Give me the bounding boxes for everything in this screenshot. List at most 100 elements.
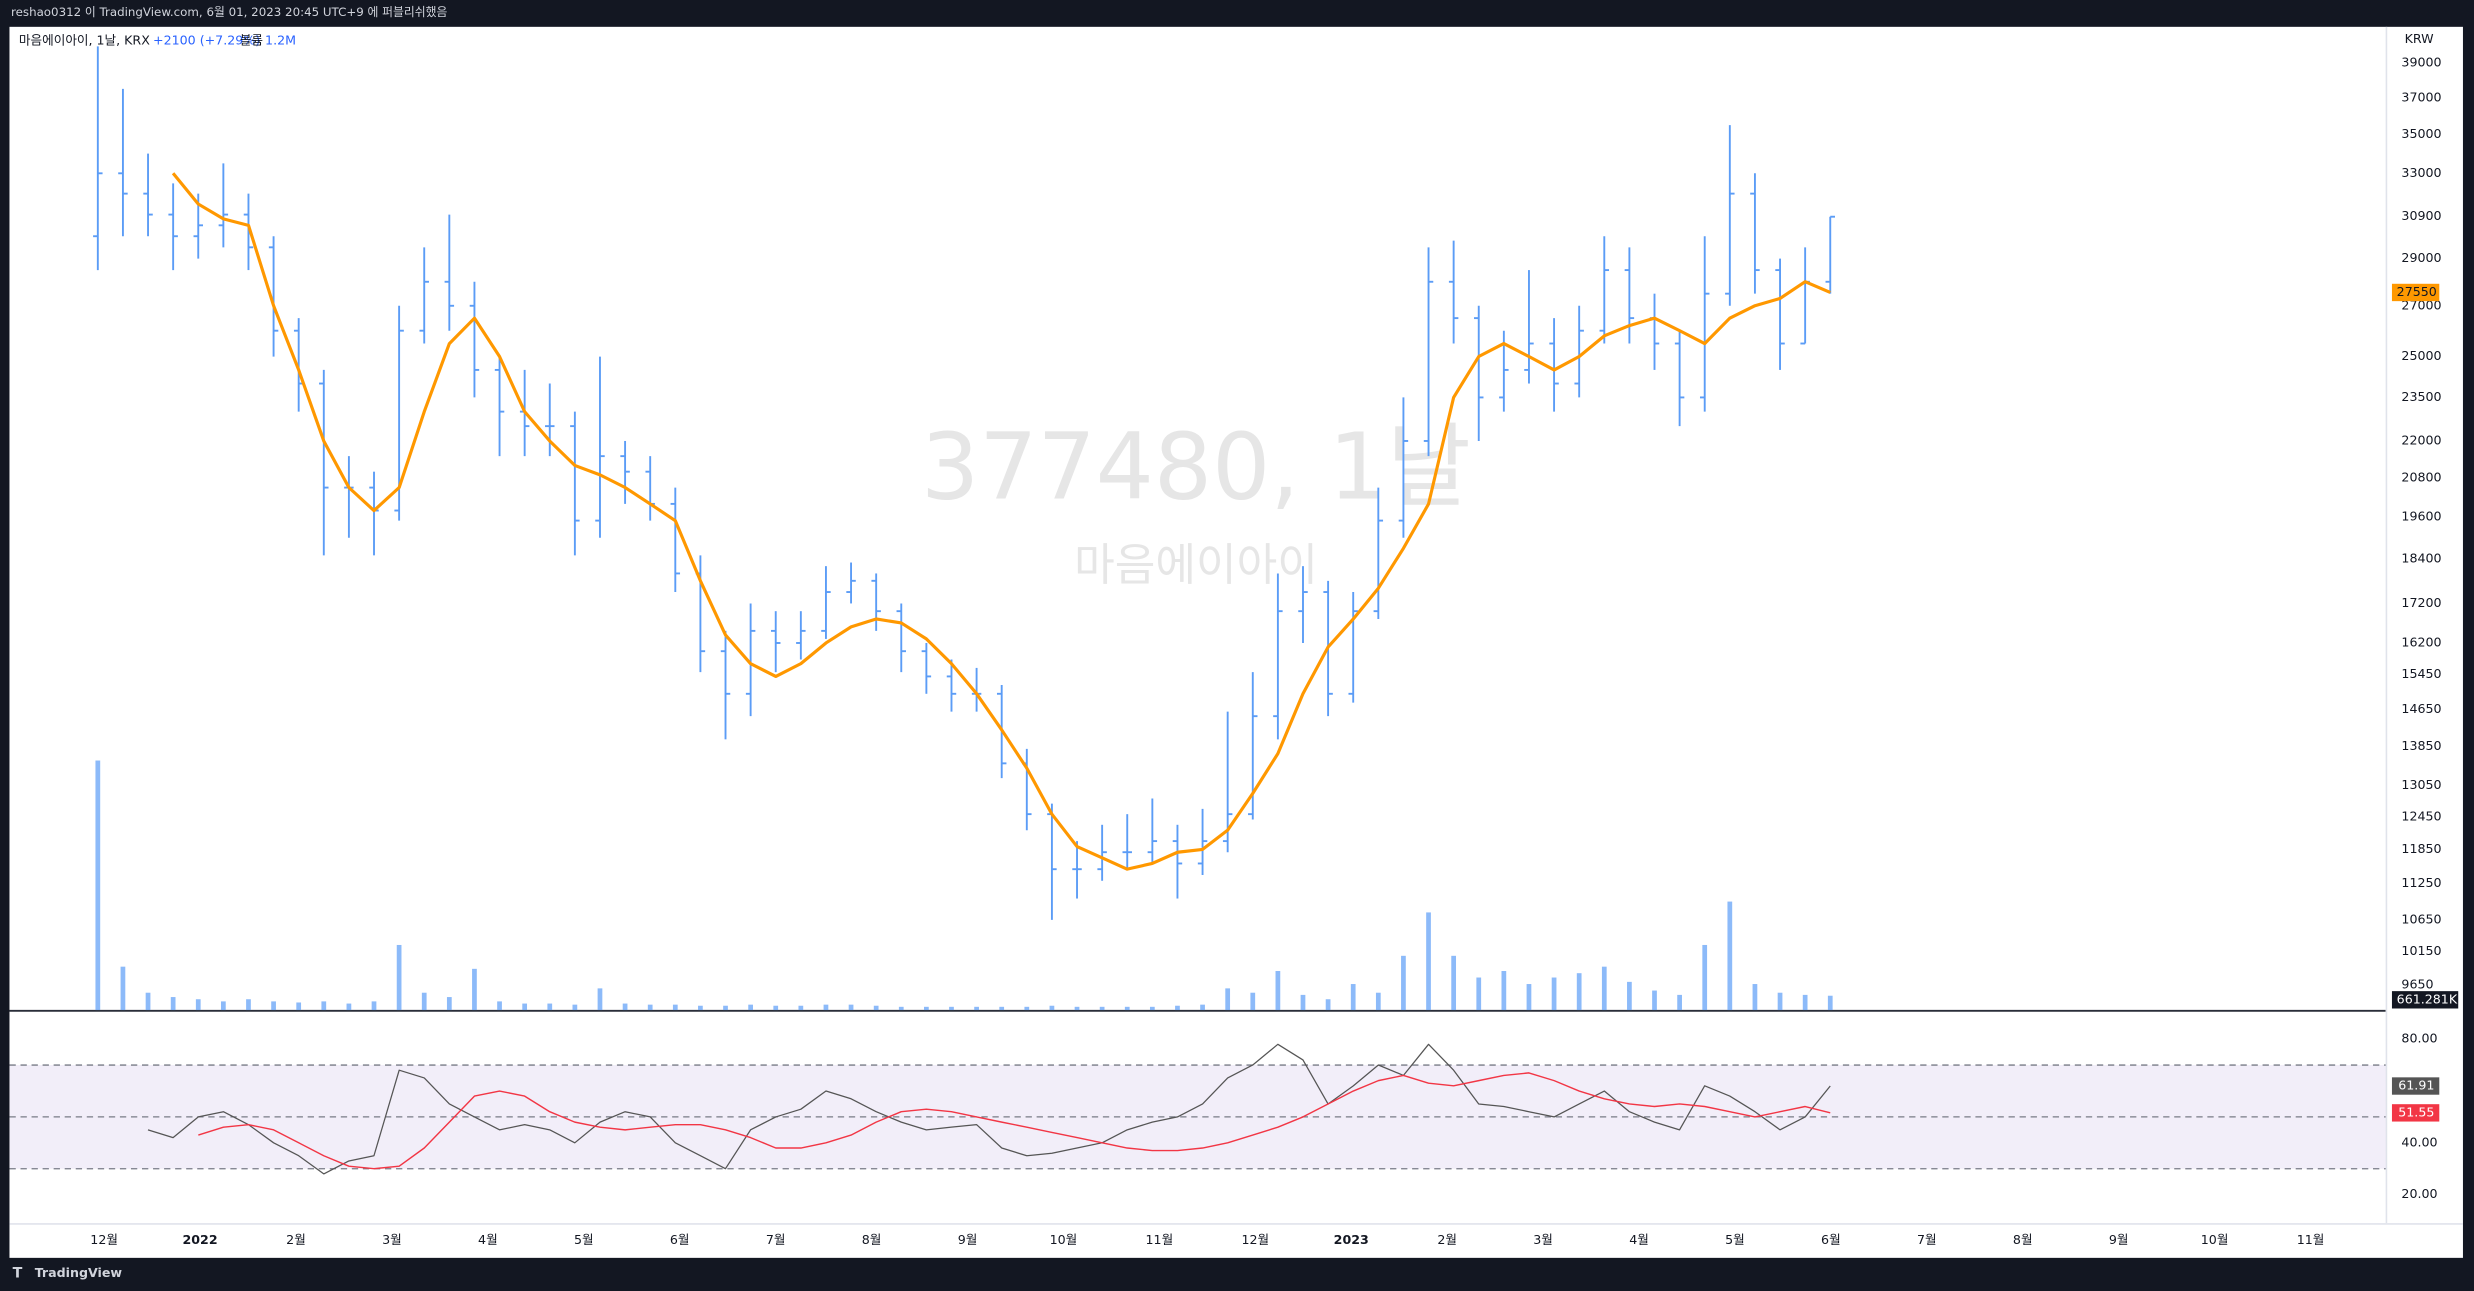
volume-bar (547, 1003, 553, 1011)
volume-bar (773, 1005, 779, 1011)
volume-bar (346, 1003, 352, 1011)
volume-bar (1601, 966, 1607, 1011)
x-tick-label: 9월 (2109, 1232, 2129, 1247)
moving-average (171, 172, 1831, 871)
volume-bar (446, 997, 452, 1011)
volume-bar (647, 1004, 653, 1011)
volume-bar (195, 999, 201, 1011)
volume-bar (145, 992, 151, 1011)
volume-bar (1200, 1004, 1205, 1011)
x-tick-label: 6월 (1821, 1232, 1841, 1247)
volume-bar (497, 1001, 502, 1011)
volume-bar (1702, 944, 1708, 1011)
volume-label: 661.281K (2397, 991, 2458, 1006)
volume-bar (1401, 955, 1406, 1011)
volume-bar (1476, 977, 1482, 1011)
rsi-value-box (2391, 1077, 2440, 1095)
volume-bar (597, 988, 603, 1011)
x-tick-label: 6월 (670, 1232, 690, 1247)
y-tick-label: 14650 (2401, 701, 2441, 716)
volume-bar (622, 1003, 628, 1011)
x-tick-label: 11월 (1146, 1232, 1174, 1247)
y-tick-label: 13050 (2401, 777, 2441, 792)
volume-bar (472, 968, 477, 1011)
volume-bar (572, 1004, 578, 1011)
volume-bar (898, 1006, 904, 1011)
volume-bar (1275, 971, 1281, 1011)
rsi-line (147, 1043, 1831, 1175)
volume-bar (220, 1001, 226, 1011)
volume-bar (1426, 912, 1431, 1011)
y-tick-label: 33000 (2401, 165, 2441, 180)
y-tick-label: 30900 (2401, 208, 2441, 223)
y-tick-label: 11250 (2401, 875, 2441, 890)
y-tick-label: 11850 (2401, 841, 2441, 856)
legend-volume: 볼륨 (240, 33, 263, 48)
y-tick-label: 20800 (2401, 469, 2441, 484)
x-tick-label: 4월 (478, 1232, 498, 1247)
volume-bar (1325, 999, 1331, 1011)
y-tick-label: 39000 (2401, 55, 2441, 70)
volume-bar (1300, 994, 1306, 1011)
volume-label-box (2391, 991, 2459, 1009)
volume-bar (1802, 994, 1808, 1011)
x-tick-label: 2022 (183, 1232, 218, 1247)
x-tick-label: 8월 (2013, 1232, 2033, 1247)
x-tick-label: 12월 (1241, 1232, 1269, 1247)
rsi-value-label: 51.55 (2398, 1104, 2434, 1119)
x-tick-label: 3월 (1533, 1232, 1553, 1247)
x-tick-label: 8월 (862, 1232, 882, 1247)
volume-bar (1375, 992, 1381, 1011)
y-tick-label: 10650 (2401, 911, 2441, 926)
y-tick-label: 9650 (2401, 976, 2433, 991)
volume-bar (1526, 984, 1532, 1011)
logo-icon: T (13, 1266, 23, 1282)
y-tick-label: 10150 (2401, 943, 2441, 958)
volume-bar (1124, 1006, 1130, 1011)
volume-bar (823, 1004, 829, 1011)
chart-background (9, 26, 2463, 1258)
volume-bar (371, 1001, 377, 1011)
volume-bar (1024, 1006, 1030, 1011)
y-tick-label: 16200 (2401, 634, 2441, 649)
y-tick-label: 37000 (2401, 89, 2441, 104)
y-tick-label: 23500 (2401, 389, 2441, 404)
volume-bar (848, 1004, 854, 1011)
y-tick-label: 35000 (2401, 126, 2441, 141)
volume-bar (1250, 992, 1256, 1011)
watermark-symbol: 377480, 1날 (921, 413, 1471, 520)
rsi-tick-label: 20.00 (2401, 1186, 2437, 1201)
volume-bar (522, 1003, 528, 1011)
footer-logo[interactable]: TradingView (35, 1265, 123, 1280)
volume-bar (1149, 1006, 1155, 1011)
x-tick-label: 3월 (382, 1232, 402, 1247)
y-tick-label: 22000 (2401, 432, 2441, 447)
x-tick-label: 11월 (2297, 1232, 2325, 1247)
y-tick-label: 18400 (2401, 550, 2441, 565)
x-tick-label: 4월 (1629, 1232, 1649, 1247)
volume-bar (1501, 971, 1507, 1011)
watermark-name: 마음에이아이 (1074, 540, 1318, 591)
volume-bar (873, 1005, 879, 1011)
currency: KRW (2405, 31, 2435, 46)
x-tick-label: 9월 (958, 1232, 978, 1247)
volume-bar (396, 944, 402, 1011)
x-tick-label: 12월 (90, 1232, 118, 1247)
volume-bar (421, 992, 427, 1011)
x-tick-label: 10월 (2201, 1232, 2229, 1247)
x-tick-label: 2월 (1437, 1232, 1457, 1247)
volume-bar (1099, 1006, 1105, 1011)
volume-bar (1827, 995, 1833, 1011)
volume-bar (1350, 984, 1356, 1011)
volume-bar (1752, 984, 1758, 1011)
volume-bar (321, 1001, 327, 1011)
y-tick-label: 17200 (2401, 595, 2441, 610)
volume-bar (974, 1006, 979, 1011)
volume-bar (1576, 973, 1582, 1011)
volume-bar (271, 1001, 276, 1011)
volume-bar (1551, 977, 1557, 1011)
volume-bar (672, 1004, 678, 1011)
volume-bar (1175, 1005, 1180, 1011)
x-tick-label: 2월 (286, 1232, 306, 1247)
